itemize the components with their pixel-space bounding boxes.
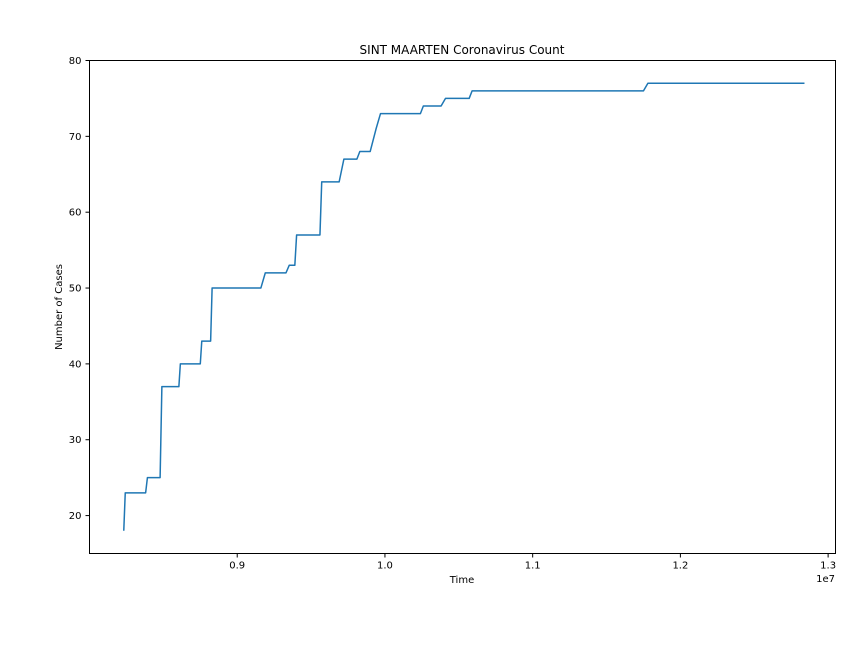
y-axis-label: Number of Cases	[54, 264, 65, 350]
x-offset-label: 1e7	[816, 574, 835, 585]
chart-title: SINT MAARTEN Coronavirus Count	[360, 43, 565, 57]
y-tick-label: 20	[69, 511, 82, 522]
series-line-0	[123, 82, 805, 531]
y-tick-label: 80	[69, 56, 82, 67]
plot-frame	[89, 60, 836, 554]
x-tick-label: 1.2	[672, 561, 688, 572]
x-axis-label: Time	[449, 575, 474, 586]
x-axis: 0.9 1.0 1.1 1.2 1.3	[229, 553, 836, 572]
y-tick-label: 50	[69, 284, 82, 295]
y-tick-label: 70	[69, 132, 82, 143]
y-tick-label: 60	[69, 208, 82, 219]
y-axis: 20 30 40 50 60 70 80	[69, 56, 90, 522]
x-tick-label: 1.0	[377, 561, 393, 572]
x-tick-label: 1.3	[820, 561, 836, 572]
y-tick-label: 40	[69, 359, 82, 370]
y-tick-label: 30	[69, 435, 82, 446]
x-tick-label: 0.9	[229, 561, 245, 572]
series-layer	[123, 82, 805, 531]
plot-area	[89, 60, 836, 554]
x-tick-label: 1.1	[525, 561, 541, 572]
